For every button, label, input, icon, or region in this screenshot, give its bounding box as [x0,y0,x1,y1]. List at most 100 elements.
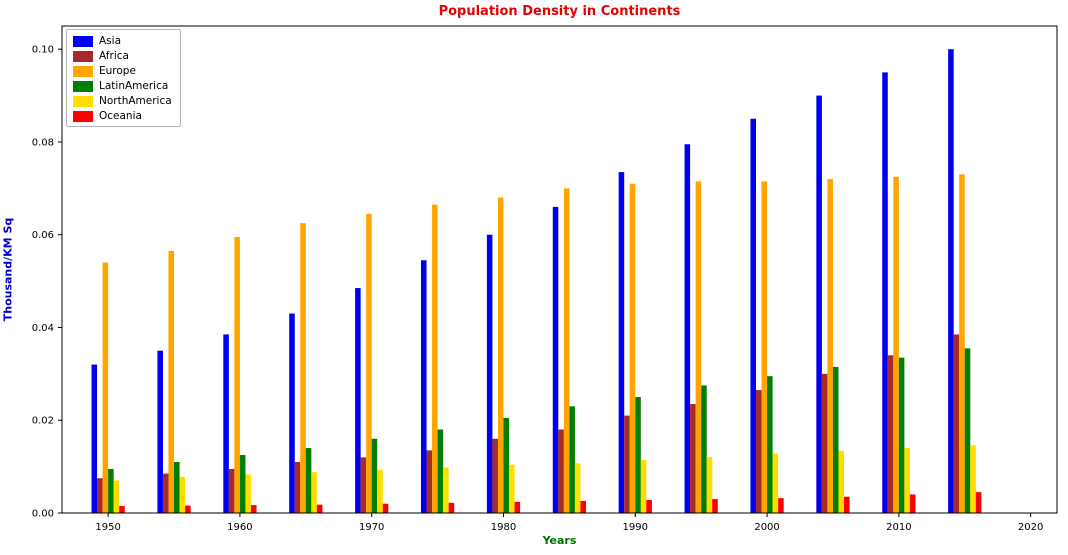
x-tick-label: 1980 [491,522,516,533]
bar-asia-1975 [420,260,427,513]
bar-latinamerica-1975 [437,429,444,513]
bar-asia-1965 [289,313,295,513]
bar-latinamerica-1955 [174,461,180,513]
legend-label: Asia [99,35,122,47]
legend-item-latinamerica: LatinAmerica [73,80,172,92]
bar-latinamerica-1990 [635,397,641,513]
bar-europe-1970 [366,213,372,513]
bar-oceania-1995 [712,499,718,513]
bar-latinamerica-2010 [898,357,905,513]
bar-africa-1965 [294,461,301,513]
bar-latinamerica-1980 [503,417,510,513]
bar-africa-1950 [97,478,103,513]
bar-europe-1995 [695,181,702,513]
bar-europe-2005 [827,179,833,513]
bar-northamerica-1955 [179,476,186,513]
bar-oceania-1970 [382,503,389,513]
x-tick-label: 2000 [754,522,779,533]
legend-item-africa: Africa [73,50,172,62]
bar-africa-2015 [953,334,960,513]
bar-africa-1980 [492,438,498,513]
legend-swatch [73,110,93,122]
bar-europe-1985 [563,188,570,513]
bar-asia-2000 [750,118,756,513]
x-tick-label: 1950 [95,522,120,533]
bar-oceania-2015 [975,492,982,513]
bar-africa-1975 [426,450,433,513]
bar-europe-1950 [102,262,109,513]
bar-latinamerica-1960 [239,455,246,513]
x-tick-label: 1990 [623,522,648,533]
legend: Asia Africa Europe LatinAmerica NorthAmerica… [66,29,181,127]
x-axis-label: Years [542,534,577,547]
bar-europe-1990 [629,183,636,513]
bar-europe-1965 [300,223,306,513]
bar-northamerica-1995 [706,456,713,513]
x-tick-label: 1970 [359,522,384,533]
chart-title: Population Density in Continents [438,4,681,19]
bar-africa-1990 [624,415,630,513]
bar-europe-1960 [234,237,240,513]
legend-item-asia: Asia [73,35,172,47]
bar-europe-1975 [432,204,438,513]
legend-label: Europe [99,65,136,77]
bar-asia-2015 [948,49,954,513]
y-tick-label: 0.02 [32,416,54,427]
legend-item-europe: Europe [73,65,172,77]
bar-africa-2005 [821,373,828,513]
bar-africa-1995 [690,404,696,513]
bar-europe-2015 [959,174,965,514]
bar-oceania-1960 [250,505,257,513]
bar-northamerica-2000 [772,453,779,513]
y-tick-label: 0.08 [32,137,54,148]
bar-africa-2000 [756,390,762,513]
x-tick-label: 2020 [1018,522,1043,533]
bar-latinamerica-1970 [371,438,378,513]
bar-oceania-2010 [909,494,916,513]
bar-asia-1960 [223,334,229,513]
bar-oceania-2005 [844,496,850,513]
legend-label: Africa [99,50,129,62]
bar-oceania-1965 [316,504,323,513]
bar-africa-1955 [162,473,169,513]
y-tick-label: 0.00 [32,509,54,520]
bar-latinamerica-1985 [569,406,575,513]
legend-swatch [73,35,93,47]
bar-asia-2010 [882,72,888,513]
bar-oceania-1990 [646,500,652,513]
bar-africa-2010 [887,355,894,513]
legend-item-northamerica: NorthAmerica [73,95,172,107]
legend-swatch [73,95,93,107]
bar-northamerica-1990 [640,460,647,513]
legend-label: LatinAmerica [99,80,169,92]
bar-oceania-2000 [778,498,784,513]
legend-item-oceania: Oceania [73,110,172,122]
bar-latinamerica-1950 [108,468,114,513]
bar-oceania-1985 [580,500,586,513]
x-tick-label: 2010 [886,522,911,533]
bar-asia-1990 [618,172,625,513]
bar-asia-1950 [91,364,98,513]
bar-northamerica-2015 [970,445,976,513]
bar-northamerica-1965 [311,472,317,513]
bar-northamerica-2005 [838,450,845,513]
bar-northamerica-1970 [377,469,383,513]
legend-swatch [73,80,93,92]
bar-asia-1970 [355,288,361,513]
bar-northamerica-2010 [904,448,910,513]
bar-oceania-1980 [514,501,521,513]
bar-europe-1955 [168,250,175,513]
bar-northamerica-1975 [443,467,449,513]
bar-europe-2010 [893,176,899,514]
legend-swatch [73,50,93,62]
legend-swatch [73,65,93,77]
x-tick-label: 1960 [227,522,252,533]
bar-africa-1960 [228,468,235,513]
bar-asia-1980 [486,234,493,513]
bar-latinamerica-1965 [305,448,312,513]
bar-europe-1980 [497,197,504,514]
bar-northamerica-1980 [509,464,515,513]
bar-latinamerica-2000 [767,376,773,513]
